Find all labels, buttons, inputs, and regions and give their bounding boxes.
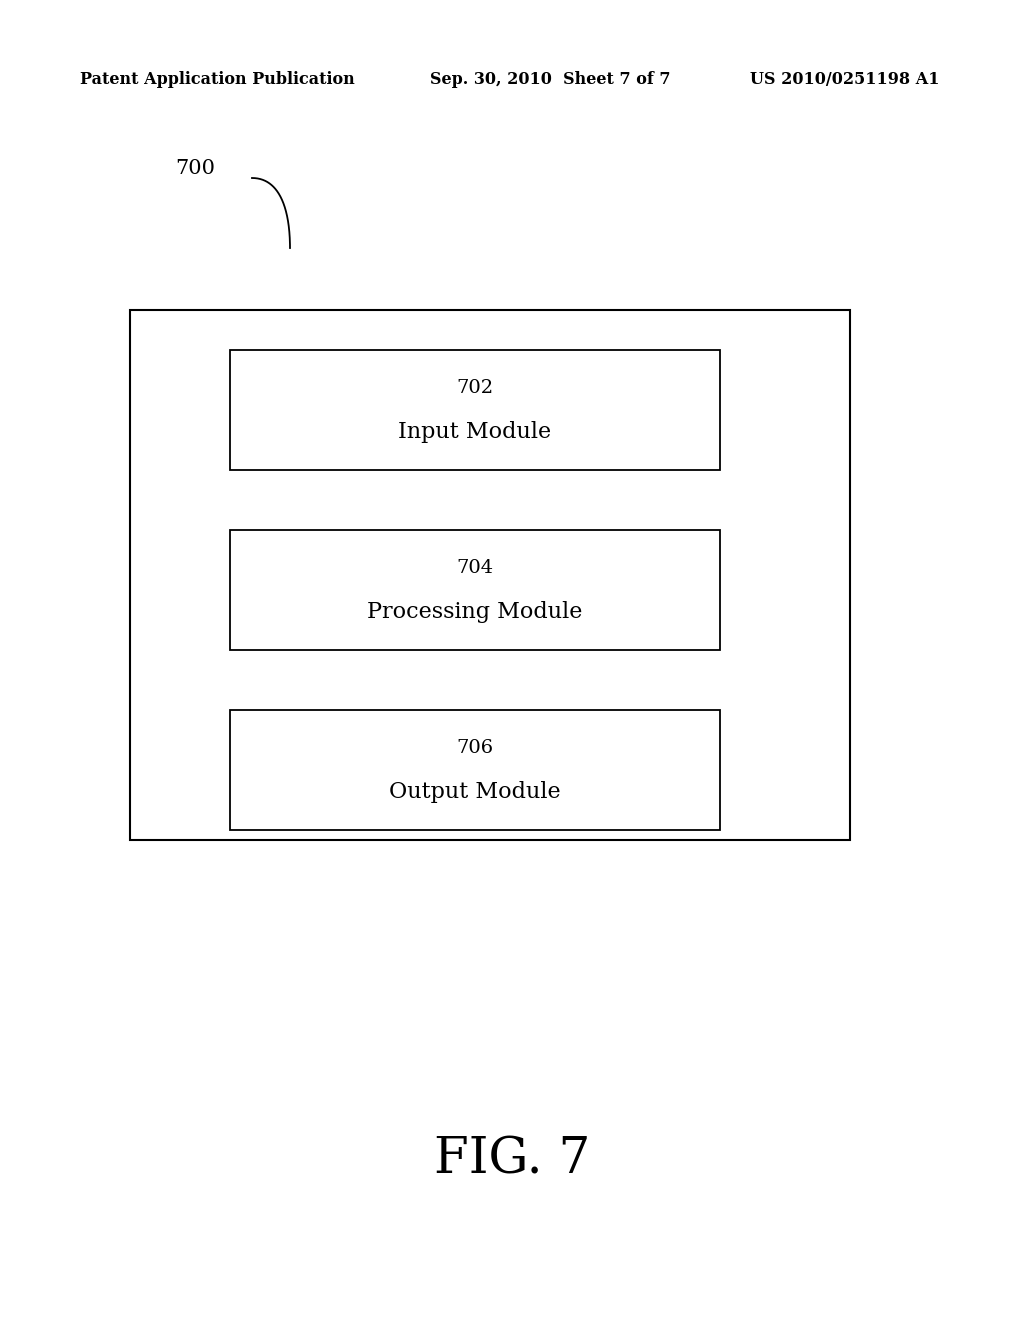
Text: Input Module: Input Module [398,421,552,442]
Bar [130,310,850,840]
Text: FIG. 7: FIG. 7 [434,1135,590,1185]
Text: US 2010/0251198 A1: US 2010/0251198 A1 [751,71,940,88]
Text: 702: 702 [457,379,494,397]
Text: 704: 704 [457,560,494,577]
Bar [230,710,720,830]
Text: Patent Application Publication: Patent Application Publication [80,71,354,88]
Text: 700: 700 [175,158,215,177]
Bar [230,531,720,649]
Text: Output Module: Output Module [389,780,561,803]
Text: Processing Module: Processing Module [368,601,583,623]
Text: 706: 706 [457,739,494,758]
Bar [230,350,720,470]
Text: Sep. 30, 2010  Sheet 7 of 7: Sep. 30, 2010 Sheet 7 of 7 [430,71,671,88]
